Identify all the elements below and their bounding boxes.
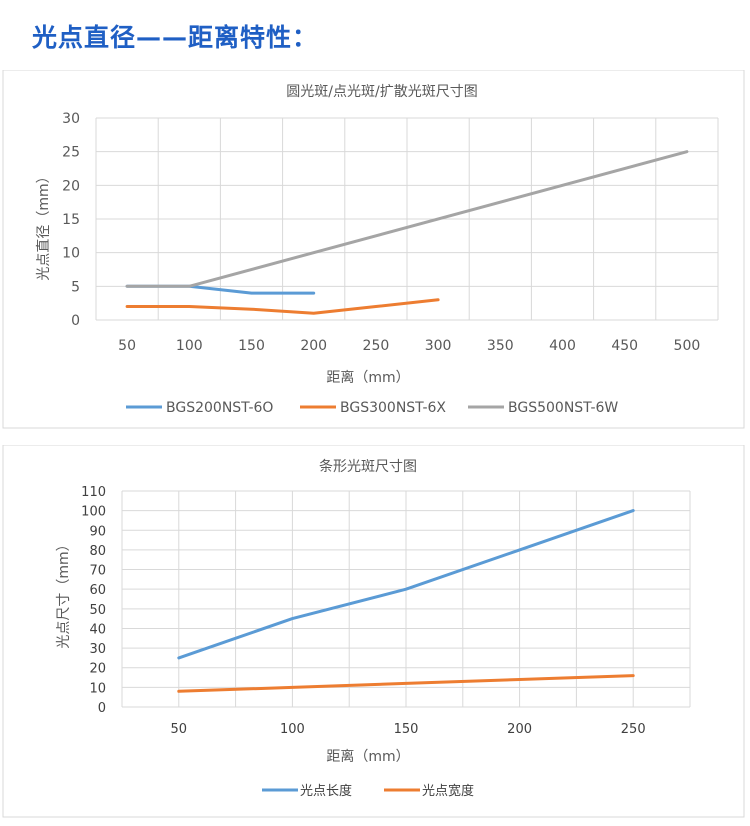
x-tick-label: 150 bbox=[238, 338, 265, 354]
y-tick-label: 10 bbox=[89, 681, 106, 696]
x-tick-label: 350 bbox=[487, 338, 514, 354]
y-tick-label: 15 bbox=[62, 212, 80, 228]
y-tick-label: 100 bbox=[81, 505, 106, 520]
y-tick-label: 25 bbox=[62, 145, 80, 161]
x-axis-label: 距离（mm） bbox=[326, 369, 409, 386]
tick-labels: 0 5 10 15 20 25 30 50 100 150 200 250 300 350 400 450 50… bbox=[62, 111, 700, 354]
y-tick-label: 50 bbox=[89, 603, 106, 618]
x-axis-label: 距离（mm） bbox=[326, 748, 409, 765]
legend-label: 光点长度 bbox=[300, 783, 352, 799]
chart-border bbox=[2, 70, 745, 429]
y-tick-label: 80 bbox=[89, 544, 106, 559]
series-line-width bbox=[177, 674, 635, 693]
y-tick-label: 110 bbox=[81, 485, 106, 500]
series-line-length bbox=[177, 509, 635, 660]
y-tick-label: 0 bbox=[98, 701, 106, 716]
y-tick-label: 60 bbox=[89, 583, 106, 598]
series-line-bgs500nst-6w bbox=[125, 150, 689, 288]
x-tick-label: 500 bbox=[674, 338, 701, 354]
legend: 光点长度 光点宽度 bbox=[262, 783, 474, 799]
x-tick-label: 250 bbox=[621, 722, 646, 737]
round-spot-chart: 圆光斑/点光斑/扩散光斑尺寸图 0 5 10 15 20 25 30 50 100 150 200 2… bbox=[2, 70, 745, 429]
chart-title: 条形光斑尺寸图 bbox=[319, 458, 417, 475]
legend-label: BGS200NST-6O bbox=[166, 400, 273, 416]
y-tick-label: 90 bbox=[89, 524, 106, 539]
series-line-bgs300nst-6x bbox=[125, 298, 440, 315]
page-heading: 光点直径——距离特性： bbox=[32, 23, 319, 52]
plot-area: 0 10 20 30 40 50 60 70 80 90 100 110 50 100 150 200 250 bbox=[81, 485, 691, 737]
y-tick-label: 0 bbox=[71, 313, 80, 329]
chart-border bbox=[2, 445, 745, 818]
y-tick-label: 5 bbox=[71, 279, 80, 295]
legend-label: 光点宽度 bbox=[422, 783, 474, 799]
y-tick-label: 20 bbox=[89, 662, 106, 677]
y-tick-label: 10 bbox=[62, 246, 80, 262]
y-axis-label: 光点直径（mm） bbox=[35, 169, 52, 280]
x-tick-label: 200 bbox=[507, 722, 532, 737]
x-tick-label: 50 bbox=[118, 338, 136, 354]
legend-label: BGS500NST-6W bbox=[508, 400, 618, 416]
chart-title: 圆光斑/点光斑/扩散光斑尺寸图 bbox=[286, 84, 477, 100]
x-tick-label: 200 bbox=[300, 338, 327, 354]
y-tick-label: 30 bbox=[89, 642, 106, 657]
y-tick-label: 20 bbox=[62, 178, 80, 194]
plot-area: 0 5 10 15 20 25 30 50 100 150 200 250 300 350 400 450 50… bbox=[62, 111, 719, 354]
x-tick-label: 450 bbox=[611, 338, 638, 354]
strip-spot-chart: 条形光斑尺寸图 0 10 20 30 40 50 60 70 80 90 100 110 50 100 15… bbox=[2, 445, 745, 818]
tick-labels: 0 10 20 30 40 50 60 70 80 90 100 110 50 100 150 200 250 bbox=[81, 485, 645, 737]
x-tick-label: 100 bbox=[176, 338, 203, 354]
legend-label: BGS300NST-6X bbox=[340, 400, 446, 416]
legend: BGS200NST-6O BGS300NST-6X BGS500NST-6W bbox=[126, 400, 618, 416]
x-tick-label: 300 bbox=[425, 338, 452, 354]
y-tick-label: 70 bbox=[89, 564, 106, 579]
x-tick-label: 100 bbox=[280, 722, 305, 737]
x-tick-label: 50 bbox=[171, 722, 188, 737]
series-lines bbox=[125, 150, 689, 315]
series-lines bbox=[177, 509, 635, 693]
x-tick-label: 250 bbox=[363, 338, 390, 354]
y-tick-label: 40 bbox=[89, 622, 106, 637]
y-axis-label: 光点尺寸（mm） bbox=[56, 537, 72, 648]
x-tick-label: 150 bbox=[394, 722, 419, 737]
x-tick-label: 400 bbox=[549, 338, 576, 354]
y-tick-label: 30 bbox=[62, 111, 80, 127]
